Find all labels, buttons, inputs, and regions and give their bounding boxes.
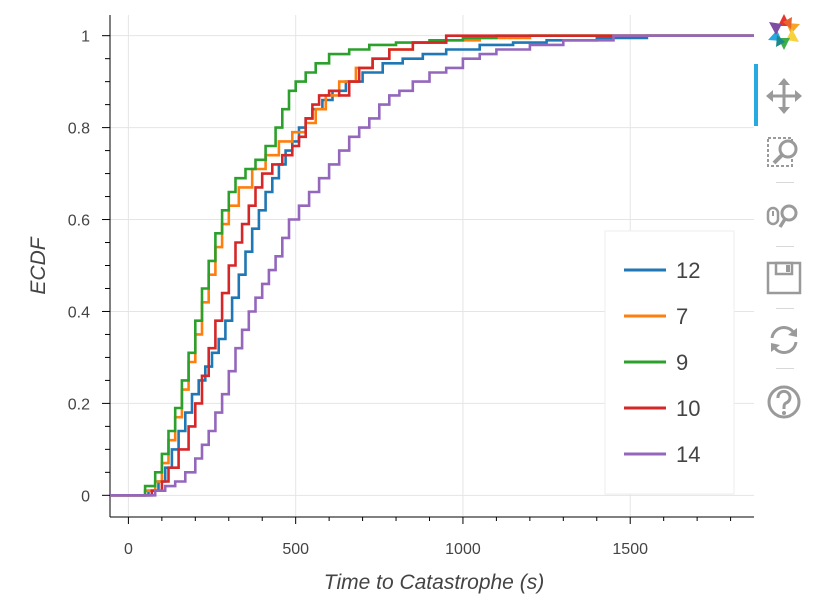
pan-icon[interactable] — [764, 76, 804, 116]
legend-label: 10 — [676, 396, 700, 421]
legend-label: 9 — [676, 350, 688, 375]
series-line-14 — [110, 34, 754, 497]
y-tick-label: 0.2 — [68, 396, 90, 413]
legend: 12 7 9 10 14 — [604, 230, 735, 495]
toolbar — [754, 10, 816, 450]
reset-icon[interactable] — [764, 320, 804, 360]
legend-label: 12 — [676, 258, 700, 283]
wheel-zoom-icon[interactable] — [764, 196, 804, 236]
toolbar-divider — [776, 246, 794, 247]
y-tick-label: 0.8 — [68, 121, 90, 138]
series-line-12 — [110, 34, 754, 497]
save-icon[interactable] — [764, 258, 804, 298]
toolbar-divider — [776, 368, 794, 369]
x-tick-label: 500 — [282, 541, 309, 558]
series-line-10 — [110, 34, 754, 497]
help-icon[interactable] — [764, 382, 804, 422]
y-tick-label: 0.4 — [68, 304, 90, 321]
x-tick-label: 1000 — [445, 541, 481, 558]
y-axis-title: ECDF — [27, 236, 50, 294]
y-tick-label: 1 — [81, 29, 90, 46]
bokeh-logo-icon[interactable] — [764, 12, 804, 52]
toolbar-divider — [776, 182, 794, 183]
x-tick-label: 1500 — [612, 541, 648, 558]
y-tick-label: 0.6 — [68, 213, 90, 230]
active-tool-indicator — [754, 64, 758, 126]
toolbar-divider — [776, 308, 794, 309]
axes: 0 500 1000 1500 0 0.2 0.4 0.6 0.8 1 — [68, 15, 754, 558]
series-line-9 — [110, 34, 754, 497]
series-lines — [110, 34, 754, 497]
y-tick-label: 0 — [81, 488, 90, 505]
legend-label: 7 — [676, 304, 688, 329]
x-tick-label: 0 — [124, 541, 133, 558]
x-axis-title: Time to Catastrophe (s) — [324, 571, 544, 594]
legend-label: 14 — [676, 442, 700, 467]
box-zoom-icon[interactable] — [764, 132, 804, 172]
